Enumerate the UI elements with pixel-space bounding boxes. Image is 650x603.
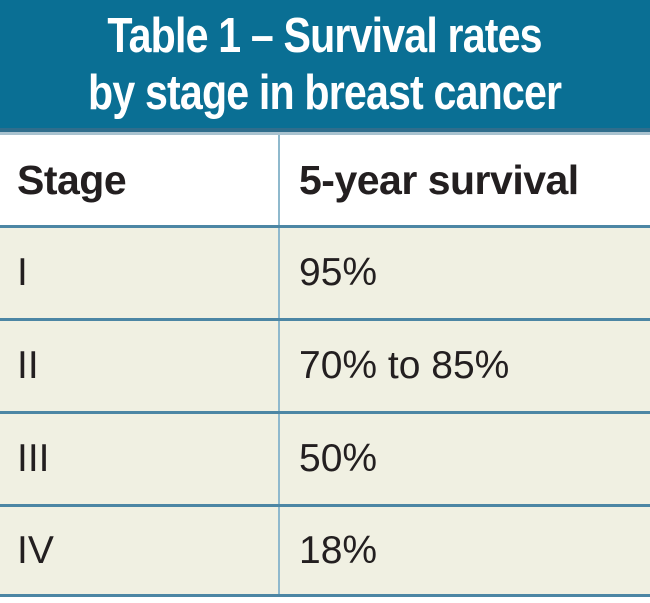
table-row-stage-1: I 95% (0, 228, 650, 318)
column-header-stage: Stage (17, 156, 127, 203)
table-title-band: Table 1 – Survival rates by stage in bre… (0, 0, 650, 128)
row-separator (0, 504, 650, 507)
row-separator (0, 411, 650, 414)
table-row-stage-4: IV 18% (0, 507, 650, 594)
stage-cell: III (17, 437, 50, 480)
stage-cell: IV (17, 528, 54, 572)
title-band-edge-light (0, 132, 650, 135)
survival-table: Stage 5-year survival I 95% II 70% to 85… (0, 135, 650, 597)
table-header-row: Stage 5-year survival (0, 135, 650, 225)
stage-cell: I (17, 251, 28, 294)
stage-cell: II (17, 344, 39, 387)
table-title-line-2: by stage in breast cancer (88, 66, 562, 120)
survival-cell: 95% (299, 251, 378, 294)
column-header-survival: 5-year survival (299, 156, 579, 203)
row-separator (0, 225, 650, 228)
title-band-edge-dark (0, 128, 650, 132)
table-row-stage-3: III 50% (0, 414, 650, 504)
table-title-line-1: Table 1 – Survival rates (107, 9, 543, 63)
survival-cell: 50% (299, 437, 378, 480)
row-separator (0, 318, 650, 321)
table-row-stage-2: II 70% to 85% (0, 321, 650, 411)
survival-cell: 18% (299, 528, 378, 572)
column-divider-line (278, 135, 280, 597)
table-bottom-border (0, 594, 650, 597)
survival-cell: 70% to 85% (299, 344, 510, 387)
